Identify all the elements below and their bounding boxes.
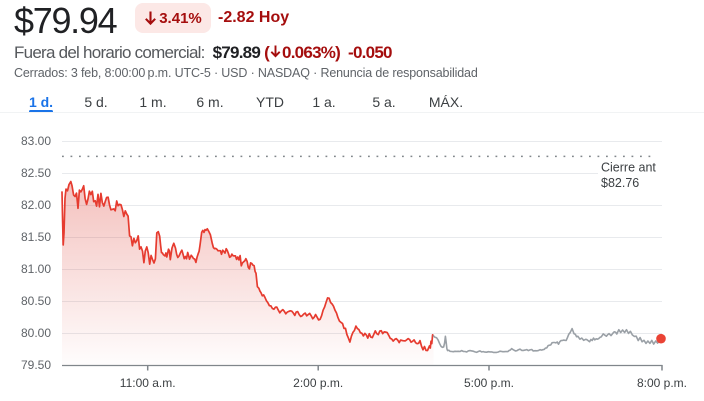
svg-text:$82.76: $82.76 [601, 176, 639, 190]
svg-text:83.00: 83.00 [21, 134, 51, 148]
svg-text:80.50: 80.50 [21, 294, 51, 308]
svg-text:5:00 p.m.: 5:00 p.m. [464, 376, 514, 390]
svg-text:81.50: 81.50 [21, 230, 51, 244]
svg-text:82.00: 82.00 [21, 198, 51, 212]
svg-text:82.50: 82.50 [21, 166, 51, 180]
svg-text:79.50: 79.50 [21, 358, 51, 372]
svg-text:11:00 a.m.: 11:00 a.m. [120, 376, 176, 390]
svg-text:80.00: 80.00 [21, 326, 51, 340]
svg-text:Cierre ant: Cierre ant [601, 161, 656, 175]
svg-text:8:00 p.m.: 8:00 p.m. [637, 376, 687, 390]
svg-text:81.00: 81.00 [21, 262, 51, 276]
svg-text:2:00 p.m.: 2:00 p.m. [293, 376, 343, 390]
